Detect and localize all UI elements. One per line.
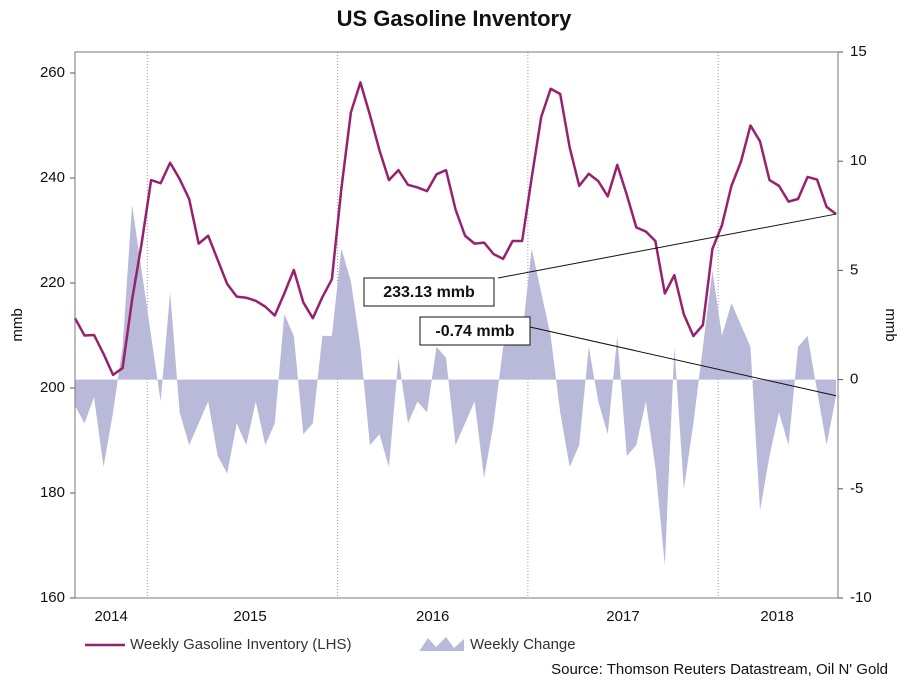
y-tick-label: 200 <box>40 379 65 396</box>
annotation-connector <box>497 213 837 279</box>
y-tick-label: 260 <box>40 64 65 81</box>
x-tick-label: 2017 <box>606 608 639 625</box>
y-axis-label: mmb <box>9 308 26 341</box>
area <box>75 204 837 566</box>
x-tick-label: 2014 <box>94 608 127 625</box>
y2-tick-label: -10 <box>850 589 872 606</box>
x-tick-label: 2015 <box>233 608 266 625</box>
y-tick-label: 240 <box>40 169 65 186</box>
x-tick-label: 2018 <box>760 608 793 625</box>
annotation-box <box>363 277 495 307</box>
y-tick-label: 180 <box>40 484 65 501</box>
y2-tick-label: 10 <box>850 152 867 169</box>
x-tick-label: 2016 <box>416 608 449 625</box>
annotation-connector <box>529 326 837 397</box>
source: Source: Thomson Reuters Datastream, Oil … <box>551 661 888 678</box>
annotation-label: -0.74 mmb <box>435 323 514 340</box>
legend-label: Weekly Gasoline Inventory (LHS) <box>130 636 351 653</box>
legend-label: Weekly Change <box>470 636 576 653</box>
y2-tick-label: 0 <box>850 371 858 388</box>
annotation-label: 233.13 mmb <box>383 284 475 301</box>
plot-border <box>74 51 839 599</box>
annotation-box <box>419 316 531 346</box>
y-tick-label: 160 <box>40 589 65 606</box>
y2-tick-label: 15 <box>850 43 867 60</box>
line <box>73 81 837 377</box>
y-tick-label: 220 <box>40 274 65 291</box>
y2-tick-label: 5 <box>850 261 858 278</box>
chart-title: US Gasoline Inventory <box>337 6 572 31</box>
legend-swatch <box>420 637 464 651</box>
y2-tick-label: -5 <box>850 480 863 497</box>
y2-axis-label: mmb <box>882 308 899 341</box>
